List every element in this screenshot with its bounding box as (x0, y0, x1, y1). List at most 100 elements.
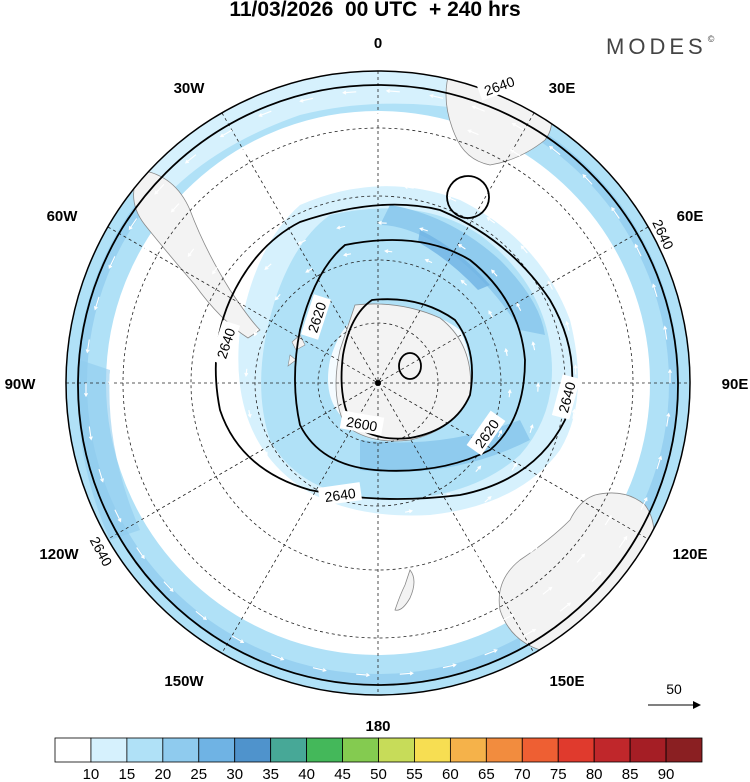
wind-vector (198, 581, 208, 591)
wind-vector (307, 599, 317, 604)
wind-vector (548, 175, 558, 185)
wind-vector (537, 491, 544, 501)
wind-vector (556, 240, 564, 250)
wind-vector (136, 547, 145, 560)
colorbar-cell (629, 737, 667, 763)
wind-vector (666, 412, 671, 427)
wind-vector (399, 671, 414, 676)
colorbar-tick-label: 45 (334, 766, 351, 782)
wind-vector (639, 426, 644, 440)
wind-vector (124, 282, 131, 294)
wind-vector (516, 302, 522, 311)
wind-vector (154, 184, 165, 195)
wind-vector (511, 123, 525, 131)
colorbar-tick-label: 60 (442, 766, 459, 782)
contour-closed-low (398, 352, 422, 380)
wind-vector (644, 380, 649, 393)
reference-vector-value: 50 (666, 681, 682, 697)
longitude-label-90w: 90W (5, 376, 37, 393)
wind-vector (247, 409, 252, 419)
wind-vector (497, 429, 503, 438)
wind-vector (585, 466, 591, 477)
wind-vector (169, 475, 175, 485)
wind-vector (640, 496, 648, 510)
wind-vector (597, 325, 602, 336)
wind-vector (573, 364, 578, 375)
colorbar-cell (54, 737, 92, 763)
longitude-label-60e: 60E (677, 208, 704, 225)
wind-vector (419, 227, 428, 232)
wind-vector (511, 462, 518, 471)
wind-vector (509, 149, 521, 157)
colorbar-tick-label: 90 (658, 766, 675, 782)
longitude-label-30w: 30W (174, 80, 206, 97)
wind-vector (618, 535, 628, 548)
south-pole-marker (375, 380, 381, 386)
wind-vector (212, 265, 219, 275)
colorbar-cell (485, 737, 523, 763)
colorbar-cell (90, 737, 128, 763)
wind-vector (504, 347, 509, 357)
wind-vector (258, 110, 272, 117)
contour-2600 (340, 298, 473, 440)
wind-vector (581, 281, 587, 291)
map-title: 11/03/2026 00 UTC + 240 hrs (229, 0, 521, 21)
wind-vector (561, 508, 569, 518)
wind-vector (604, 373, 608, 384)
wind-vector (305, 268, 313, 273)
wind-vector (342, 252, 352, 257)
colorbar-cell (378, 737, 415, 763)
wind-vector (342, 576, 353, 581)
colorbar-tick-label: 50 (370, 766, 387, 782)
wind-vector (369, 541, 379, 546)
wind-vector (549, 145, 561, 156)
wind-vector (299, 564, 310, 570)
wind-vector (628, 288, 634, 301)
wind-vector (122, 465, 128, 478)
meridian (107, 226, 649, 540)
colorbar-cell (521, 737, 559, 763)
wind-vector (255, 184, 265, 191)
wind-vector (403, 185, 414, 190)
wind-vector (298, 165, 308, 170)
colorbar-tick-label: 70 (514, 766, 531, 782)
colorbar-tick-label: 10 (83, 766, 100, 782)
contour-2620 (294, 239, 526, 472)
wind-vector (187, 248, 195, 258)
wind-vector (271, 654, 285, 661)
wind-vector (384, 249, 393, 254)
wind-vector (571, 408, 576, 419)
colorbar-tick-label: 35 (262, 766, 279, 782)
wind-vector (283, 127, 296, 133)
wind-vector (108, 256, 116, 270)
wind-vector (244, 368, 249, 377)
wind-vector (299, 97, 314, 103)
wind-fill-north (120, 71, 470, 215)
colorbar-cell (198, 737, 236, 763)
wind-vector (218, 212, 226, 221)
wind-vector (363, 512, 372, 517)
wind-vector (491, 269, 498, 277)
wind-vector (274, 294, 281, 301)
wind-vector (491, 575, 501, 582)
wind-vector (163, 581, 174, 592)
colorbar-cell (557, 737, 595, 763)
colorbar-tick-label: 65 (478, 766, 495, 782)
wind-vector (582, 174, 593, 185)
colorbar-tick-label: 75 (550, 766, 567, 782)
brand-logo: MODES© (606, 34, 714, 60)
wind-vector (520, 245, 528, 254)
wind-vector (356, 672, 371, 678)
wind-vector (111, 420, 116, 433)
wind-vector (385, 88, 400, 94)
contour-label: 2640 (555, 380, 579, 414)
meridian (107, 226, 649, 540)
wind-vector (415, 645, 428, 650)
wind-vector (231, 635, 245, 643)
wind-vector (260, 542, 270, 549)
wind-vector (93, 296, 100, 311)
wind-vector (446, 196, 457, 202)
wind-vector-field (84, 88, 672, 678)
wind-vector (488, 310, 493, 318)
